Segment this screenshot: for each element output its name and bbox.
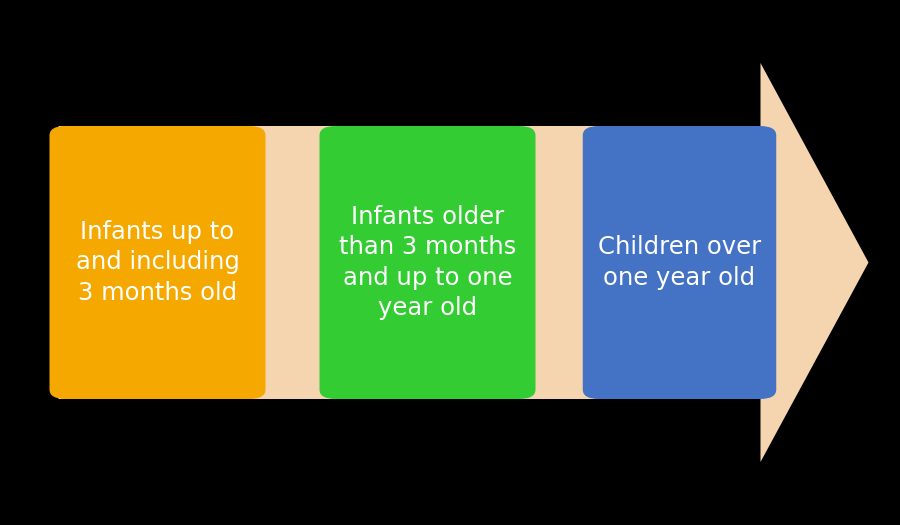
- FancyBboxPatch shape: [50, 126, 266, 399]
- FancyBboxPatch shape: [320, 126, 536, 399]
- Polygon shape: [58, 63, 868, 462]
- Text: Infants older
than 3 months
and up to one
year old: Infants older than 3 months and up to on…: [339, 205, 516, 320]
- FancyBboxPatch shape: [583, 126, 776, 399]
- Text: Children over
one year old: Children over one year old: [598, 235, 761, 290]
- Text: Infants up to
and including
3 months old: Infants up to and including 3 months old: [76, 220, 239, 305]
